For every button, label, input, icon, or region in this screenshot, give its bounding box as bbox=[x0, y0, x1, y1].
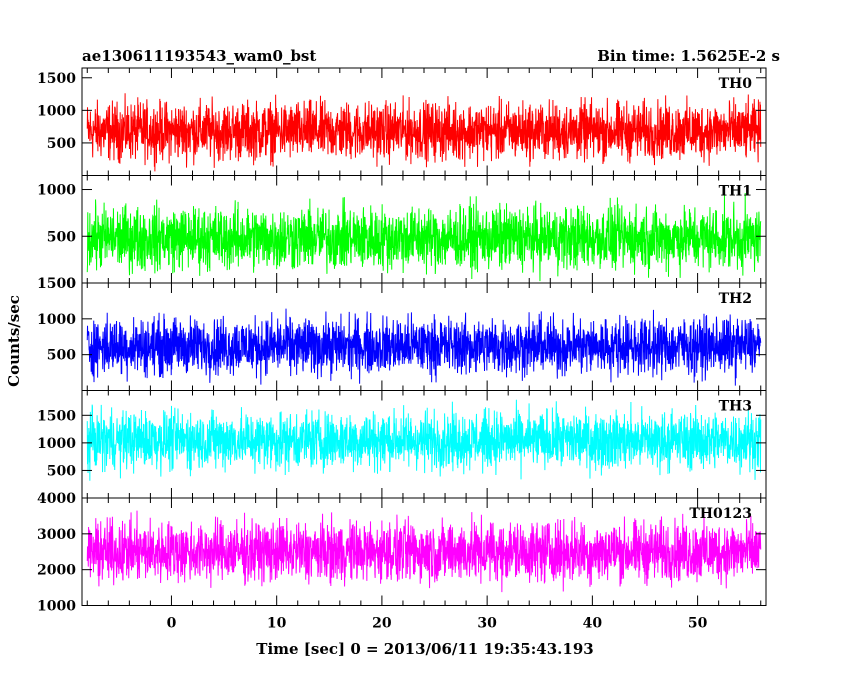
series-line-th3 bbox=[86, 399, 762, 481]
y-axis-label: Counts/sec bbox=[5, 295, 23, 387]
y-tick-label: 1000 bbox=[37, 103, 76, 119]
chart-subtitle: Bin time: 1.5625E-2 s bbox=[597, 47, 780, 65]
y-tick-label: 500 bbox=[47, 136, 76, 152]
panel-th0: 500 1000 1500 TH0 bbox=[37, 67, 767, 176]
panel-label: TH3 bbox=[719, 399, 752, 415]
series-line-th0 bbox=[86, 93, 762, 172]
panel-th0123: 1000 2000 3000 4000 TH0123 bbox=[37, 491, 767, 615]
y-tick-label: 1000 bbox=[37, 599, 76, 615]
series-line-th2 bbox=[86, 308, 762, 386]
y-tick-label: 500 bbox=[47, 463, 76, 479]
series-line-th1 bbox=[86, 193, 762, 282]
panel-th1: 0 500 1000 TH1 bbox=[37, 175, 767, 292]
panel-label: TH0 bbox=[719, 76, 753, 92]
x-tick-label: 30 bbox=[477, 616, 497, 632]
y-tick-label: 1500 bbox=[37, 71, 76, 87]
x-tick-label: 10 bbox=[267, 616, 287, 632]
y-tick-label: 0 bbox=[66, 276, 76, 292]
panel-label: TH1 bbox=[719, 184, 752, 200]
panel-label: TH2 bbox=[719, 291, 752, 307]
y-tick-label: 1500 bbox=[37, 276, 76, 292]
y-tick-label: 3000 bbox=[37, 527, 76, 543]
y-tick-label: 4000 bbox=[37, 491, 76, 507]
x-tick-label: 0 bbox=[167, 616, 177, 632]
panel-label: TH0123 bbox=[689, 506, 752, 522]
panel-th2: 500 1000 1500 TH2 bbox=[37, 276, 767, 391]
y-tick-label: 500 bbox=[47, 348, 76, 364]
x-axis-label: Time [sec] 0 = 2013/06/11 19:35:43.193 bbox=[256, 640, 593, 658]
x-tick-label: 50 bbox=[688, 616, 708, 632]
y-tick-label: 1000 bbox=[37, 436, 76, 452]
x-tick-label: 40 bbox=[583, 616, 603, 632]
series-line-th0123 bbox=[86, 510, 762, 593]
y-tick-label: 500 bbox=[47, 229, 76, 245]
y-tick-label: 2000 bbox=[37, 563, 76, 579]
y-tick-label: 1000 bbox=[37, 312, 76, 328]
x-tick-label: 20 bbox=[372, 616, 392, 632]
y-tick-label: 1000 bbox=[37, 183, 76, 199]
y-tick-label: 1500 bbox=[37, 408, 76, 424]
panel-th3: 500 1000 1500 TH3 bbox=[37, 390, 767, 499]
chart-title: ae130611193543_wam0_bst bbox=[82, 47, 316, 65]
